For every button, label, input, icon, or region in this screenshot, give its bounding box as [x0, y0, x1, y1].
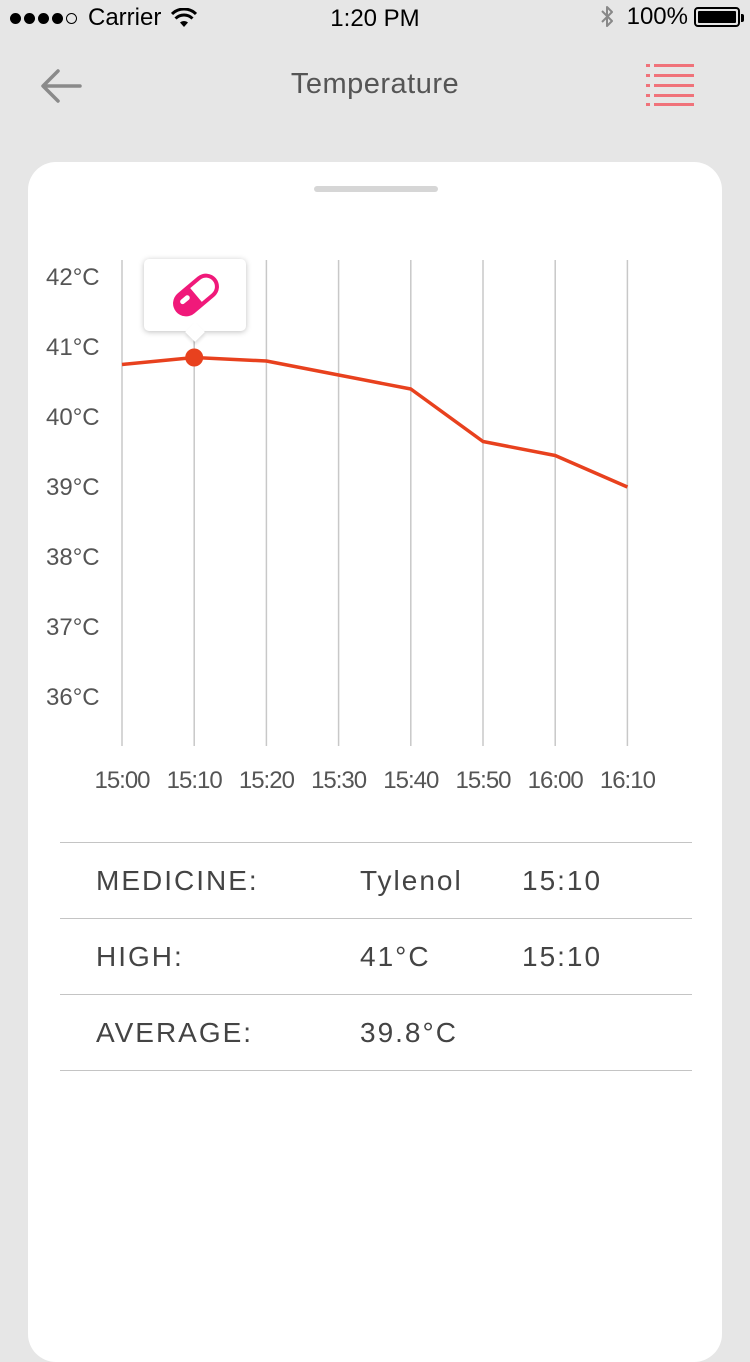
battery-icon — [694, 7, 744, 27]
back-button[interactable] — [36, 64, 86, 108]
list-icon — [646, 64, 694, 106]
y-tick-label: 41°C — [46, 334, 100, 361]
stat-value: Tylenol — [360, 865, 463, 896]
stat-label: MEDICINE: — [96, 865, 259, 896]
medicine-marker-tooltip[interactable] — [144, 259, 246, 331]
status-left: Carrier — [10, 4, 198, 32]
stat-value: 39.8°C — [360, 1017, 458, 1048]
pill-icon — [173, 273, 219, 317]
stats-table: MEDICINE: Tylenol 15:10 HIGH: 41°C 15:10… — [60, 842, 692, 1071]
y-tick-label: 40°C — [46, 404, 100, 431]
temperature-card: 15:00 15:10 15:20 15:30 15:40 15:50 16:00 16:10… — [28, 162, 722, 1362]
status-time: 1:20 PM — [330, 5, 420, 32]
y-tick-label: 38°C — [46, 544, 100, 571]
signal-icon — [10, 12, 80, 24]
x-tick-label: 15:40 — [383, 767, 439, 794]
y-tick-label: 37°C — [46, 614, 100, 641]
battery-percent: 100% — [626, 3, 688, 30]
highlight-point — [185, 348, 204, 367]
arrow-left-icon — [41, 69, 82, 103]
status-bar: Carrier 1:20 PM 100% — [0, 0, 750, 40]
page-title: Temperature — [290, 68, 460, 100]
stat-time: 15:10 — [522, 941, 603, 972]
x-tick-label: 16:00 — [528, 767, 584, 794]
temperature-line — [121, 355, 629, 489]
stat-label: HIGH: — [96, 941, 184, 972]
stat-label: AVERAGE: — [96, 1017, 254, 1048]
stat-time: 15:10 — [522, 865, 603, 896]
menu-button[interactable] — [646, 62, 694, 108]
x-tick-label: 15:10 — [167, 767, 223, 794]
stats-row-average: AVERAGE: 39.8°C — [60, 994, 692, 1071]
nav-bar: Temperature — [0, 40, 750, 132]
x-tick-label: 15:50 — [455, 767, 511, 794]
x-tick-label: 15:00 — [94, 767, 150, 794]
status-right: 100% — [599, 3, 744, 31]
x-tick-label: 15:30 — [311, 767, 367, 794]
y-tick-label: 36°C — [46, 684, 100, 711]
wifi-icon — [171, 8, 198, 27]
stats-row-medicine: MEDICINE: Tylenol 15:10 — [60, 842, 692, 918]
stats-row-high: HIGH: 41°C 15:10 — [60, 918, 692, 994]
y-tick-label: 39°C — [46, 474, 100, 501]
drag-handle[interactable] — [314, 186, 438, 192]
x-tick-label: 15:20 — [239, 767, 295, 794]
bluetooth-icon — [600, 6, 613, 27]
y-tick-label: 42°C — [46, 264, 100, 291]
carrier-name: Carrier — [88, 4, 162, 31]
temperature-chart: 15:00 15:10 15:20 15:30 15:40 15:50 16:00 16:10… — [46, 260, 657, 794]
stat-value: 41°C — [360, 941, 431, 972]
x-tick-label: 16:10 — [600, 767, 656, 794]
